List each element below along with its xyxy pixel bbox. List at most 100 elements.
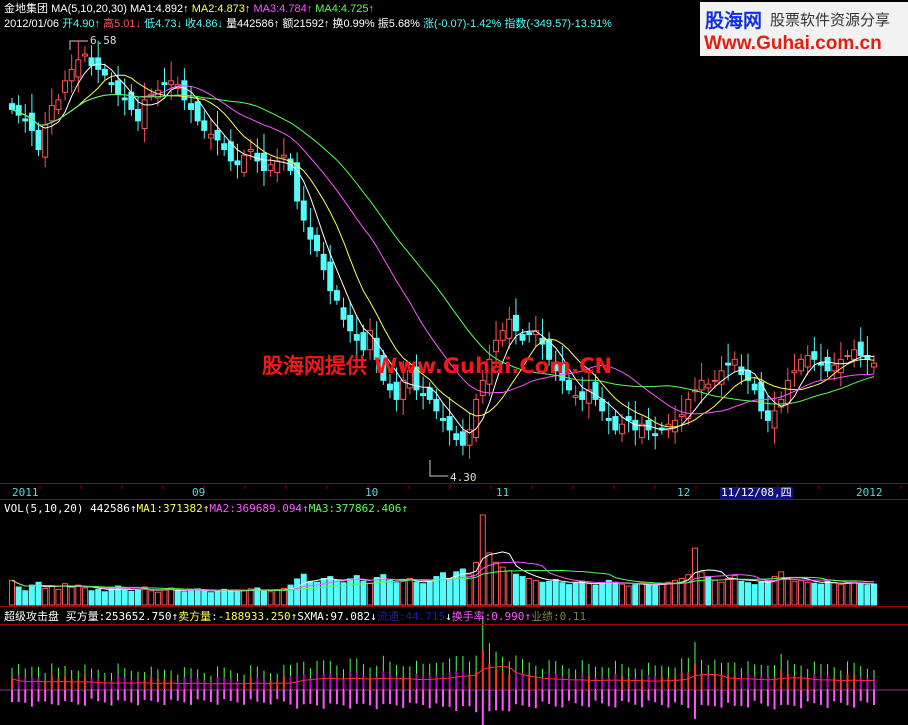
candle-down — [294, 162, 301, 202]
indicator-header: 超级攻击盘 买方量:253652.750↑卖方量:-188933.250↑SXM… — [4, 610, 586, 623]
volume-bar — [804, 581, 811, 606]
volume-bar — [413, 581, 420, 606]
volume-bar — [386, 579, 393, 606]
candle-down — [440, 417, 446, 421]
volume-bar — [678, 577, 685, 606]
candle-up — [68, 68, 75, 82]
volume-bar — [393, 582, 400, 606]
candle-down — [194, 101, 201, 122]
volume-bar — [95, 588, 102, 606]
candle-down — [227, 141, 234, 162]
candle-down — [234, 160, 241, 166]
watermark: 股海网提供 Www.Guhai.Com.CN — [262, 354, 613, 378]
volume-bar — [207, 592, 214, 606]
candle-down — [9, 103, 15, 110]
turnover-rate: 换手率:0.990 — [451, 610, 525, 623]
vol-ma1: MA1:371382 — [136, 502, 203, 515]
candle-down — [546, 339, 553, 360]
volume-bar — [320, 577, 327, 606]
volume-bar — [559, 582, 566, 606]
candle-up — [493, 339, 500, 353]
ma3-line — [11, 85, 875, 415]
volume-bar — [201, 590, 208, 606]
candle-up — [466, 429, 473, 446]
candle-down — [559, 362, 566, 381]
amplitude-value: 振5.68% — [377, 18, 420, 30]
candle-down — [592, 381, 599, 400]
sxma-value: SXMA:97.082 — [297, 610, 371, 623]
candle-down — [751, 383, 758, 391]
volume-bar — [512, 573, 519, 606]
candle-up — [771, 410, 778, 429]
volume-bar — [367, 582, 374, 606]
ma-label: MA(5,10,20,30) — [51, 3, 127, 15]
volume-bar — [506, 570, 513, 606]
down-arrow-icon: ↓ — [135, 18, 142, 30]
index-value: 指数(-349.57)-13.91% — [504, 18, 612, 30]
volume-bar — [247, 588, 254, 606]
volume-bar — [68, 586, 75, 606]
up-arrow-icon: ↑ — [323, 18, 330, 30]
logo-tagline: 股票软件资源分享 — [770, 11, 891, 29]
candle-down — [519, 334, 526, 341]
candle-up — [81, 53, 88, 57]
candle-down — [35, 129, 42, 150]
volume-bar — [711, 579, 718, 606]
volume-bar — [121, 589, 128, 606]
volume-bar — [260, 590, 267, 606]
candle-down — [320, 253, 327, 271]
candle-down — [134, 108, 141, 122]
max-annotation-line — [69, 40, 88, 50]
site-logo[interactable]: 股海网 股票软件资源分享 Www.Guhai.com.cn — [700, 2, 908, 56]
volume-bar — [652, 585, 659, 606]
candle-up — [831, 364, 838, 372]
candle-down — [552, 362, 559, 372]
date-label: 12 — [677, 486, 691, 499]
ma1-line — [11, 63, 875, 434]
candle-down — [314, 234, 321, 252]
candle-down — [108, 82, 115, 86]
volume-bar — [101, 591, 108, 606]
close-value: 收4.86 — [185, 18, 218, 30]
volume-bar — [486, 552, 493, 606]
candle-down — [426, 387, 433, 400]
ma3-value: MA3:4.784 — [253, 3, 307, 15]
date-label: 10 — [365, 486, 379, 499]
candle-down — [88, 57, 95, 67]
date-label: 09 — [192, 486, 206, 499]
up-arrow-icon: ↑ — [183, 3, 189, 15]
date-value: 2012/01/06 — [4, 18, 60, 30]
candle-up — [499, 330, 506, 341]
up-arrow-icon: ↑ — [290, 610, 298, 623]
candle-up — [778, 398, 785, 408]
volume-bar — [658, 583, 665, 606]
candle-up — [48, 105, 55, 122]
candle-up — [585, 389, 592, 404]
candle-down — [121, 97, 128, 101]
candle-down — [605, 417, 612, 421]
amount-value: 额21592 — [282, 18, 324, 30]
candle-down — [28, 112, 35, 131]
volume-bar — [519, 576, 526, 606]
volume-bar — [214, 590, 221, 606]
ma4-value: MA4:4.725 — [315, 3, 369, 15]
volume-bar — [725, 577, 732, 606]
volume-bar — [811, 582, 818, 606]
volume-current: 442586 — [90, 502, 130, 515]
volume-bar — [88, 590, 95, 606]
volume-bar — [340, 582, 347, 606]
volume-bar — [764, 579, 771, 606]
candle-down — [745, 370, 752, 381]
candle-up — [705, 383, 712, 389]
candle-down — [413, 366, 420, 391]
down-arrow-icon: ↓ — [370, 610, 377, 623]
volume-bar — [473, 561, 480, 606]
candle-down — [22, 118, 29, 122]
up-arrow-icon: ↑ — [171, 610, 179, 623]
candle-down — [579, 391, 586, 400]
turnover-value: 换0.99% — [332, 18, 375, 30]
buy-volume: 买方量:253652.750 — [65, 610, 172, 623]
candle-up — [479, 379, 486, 397]
volume-bar — [632, 584, 639, 606]
